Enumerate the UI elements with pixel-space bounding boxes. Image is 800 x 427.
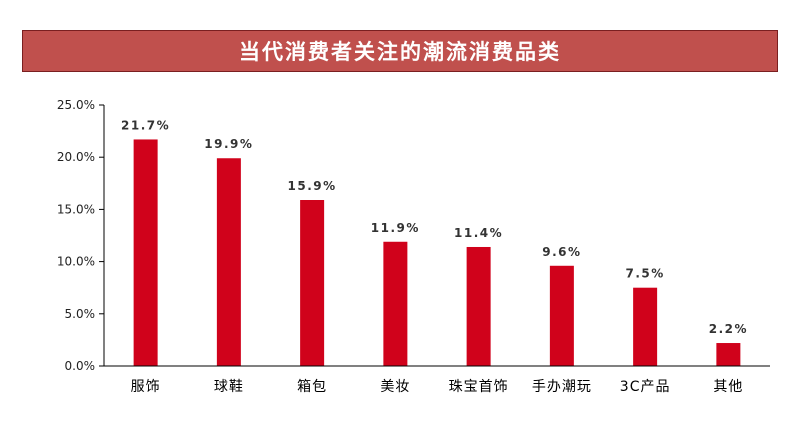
- x-category-label: 3C产品: [620, 379, 671, 395]
- y-tick-label: 20.0%: [57, 150, 95, 164]
- x-category-label: 珠宝首饰: [449, 379, 509, 395]
- bar: [549, 265, 574, 366]
- y-tick-label: 10.0%: [57, 255, 95, 269]
- data-label: 15.9%: [288, 179, 337, 193]
- x-category-label: 球鞋: [214, 379, 244, 395]
- bar: [716, 343, 741, 366]
- data-label: 9.6%: [542, 245, 581, 259]
- x-category-label: 美妆: [380, 379, 410, 395]
- data-label: 2.2%: [709, 322, 748, 336]
- y-tick-label: 25.0%: [57, 98, 95, 112]
- data-label: 7.5%: [625, 267, 664, 281]
- bar: [466, 246, 491, 366]
- bar: [633, 287, 658, 366]
- x-axis: 服饰 球鞋 箱包 美妆 珠宝首饰 手办潮玩 3C产品 其他: [104, 365, 770, 395]
- data-labels: 21.7% 19.9% 15.9% 11.9% 11.4% 9.6% 7.5% 2.2%: [121, 118, 748, 336]
- bar: [300, 200, 325, 366]
- x-category-label: 其他: [713, 379, 743, 395]
- data-label: 11.4%: [454, 226, 503, 240]
- bar: [383, 241, 408, 366]
- y-tick-label: 0.0%: [65, 359, 96, 373]
- x-category-label: 手办潮玩: [532, 379, 592, 395]
- bar: [216, 158, 241, 366]
- chart-title-bar: 当代消费者关注的潮流消费品类: [22, 30, 778, 72]
- x-category-label: 服饰: [131, 379, 161, 395]
- data-label: 21.7%: [121, 118, 170, 132]
- data-label: 19.9%: [204, 137, 253, 151]
- y-tick-label: 15.0%: [57, 202, 95, 216]
- chart-title: 当代消费者关注的潮流消费品类: [239, 40, 561, 64]
- bar: [133, 139, 158, 366]
- y-axis: 0.0% 5.0% 10.0% 15.0% 20.0% 25.0%: [57, 98, 105, 373]
- y-tick-label: 5.0%: [65, 307, 96, 321]
- x-category-label: 箱包: [297, 379, 327, 395]
- bars: [133, 139, 741, 366]
- data-label: 11.9%: [371, 221, 420, 235]
